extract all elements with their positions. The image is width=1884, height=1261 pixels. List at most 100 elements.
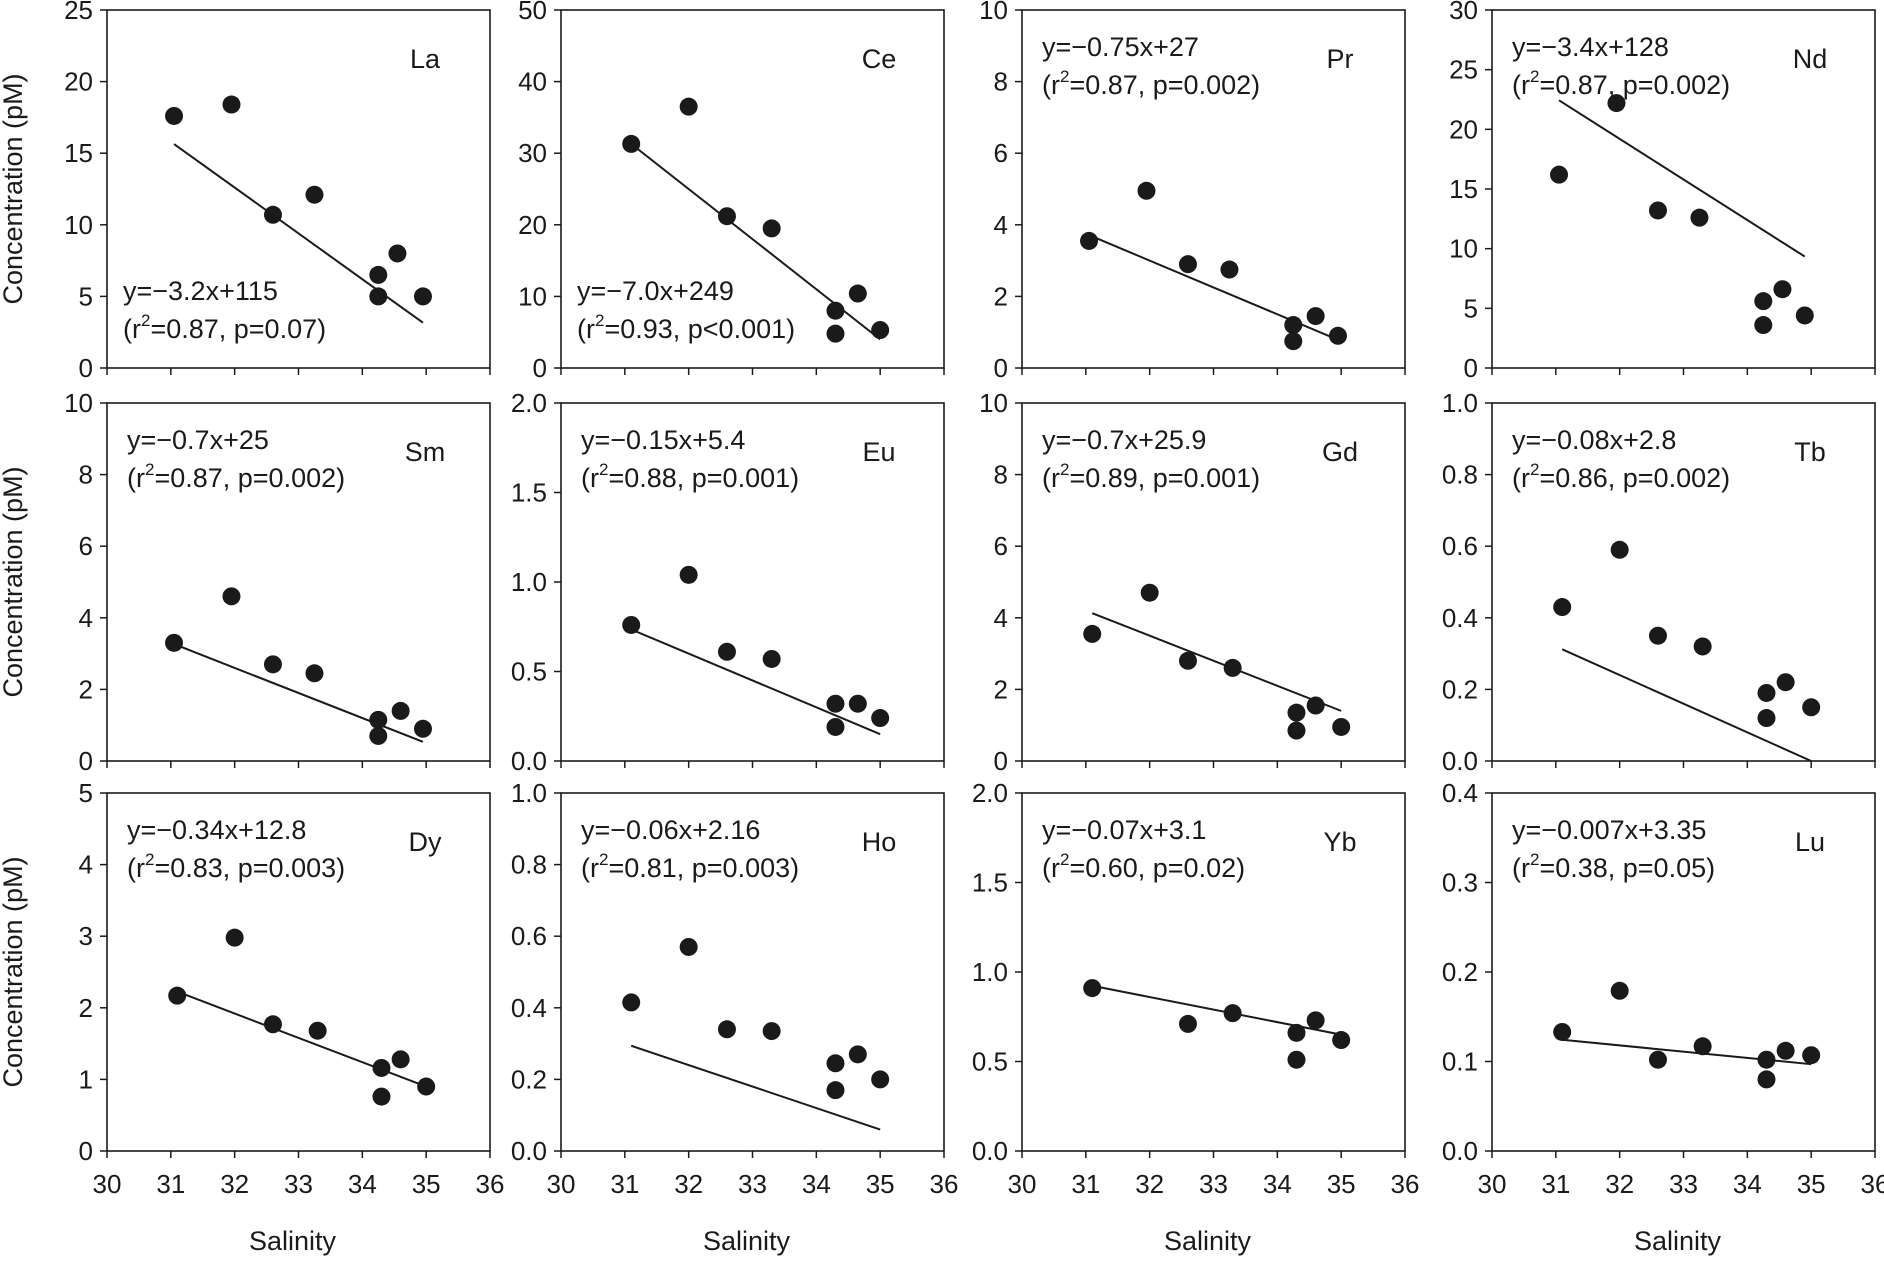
- data-point-sm: [369, 710, 388, 729]
- regression-line-tb: [1561, 648, 1812, 762]
- element-label: Eu: [862, 437, 895, 467]
- data-point-dy: [263, 1015, 282, 1034]
- stats-prefix: (r: [1042, 463, 1060, 493]
- y-tick-label: 1.5: [972, 868, 1008, 898]
- y-tick-label: 0.0: [511, 746, 547, 776]
- regression-equation: y=−3.2x+115: [123, 276, 278, 306]
- data-point-lu: [1776, 1041, 1795, 1060]
- regression-stats: (r2=0.83, p=0.003): [127, 850, 345, 883]
- data-point-ho: [871, 1070, 890, 1089]
- y-tick-label: 4: [994, 603, 1008, 633]
- regression-stats: (r2=0.88, p=0.001): [581, 460, 799, 493]
- element-label: La: [410, 44, 441, 74]
- data-point-lu: [1802, 1046, 1821, 1065]
- panel-eu: 0.0 0.5 1.0 1.5 2.0 Eu y=−0.15x+5.4 (r2=0.88, p…: [511, 388, 945, 776]
- x-tick-label: 35: [1327, 1169, 1356, 1199]
- x-tick-label: 30: [1478, 1169, 1507, 1199]
- x-tick-label: 31: [1071, 1169, 1100, 1199]
- y-tick-label: 0.2: [1442, 674, 1478, 704]
- x-axis-title: Salinity: [1634, 1226, 1722, 1256]
- data-point-pr: [1178, 255, 1197, 274]
- stats-suffix: =0.38, p=0.05): [1539, 853, 1715, 883]
- data-point-eu: [848, 694, 867, 713]
- y-tick-label: 8: [79, 460, 93, 490]
- data-point-ho: [679, 937, 698, 956]
- data-point-yb: [1287, 1050, 1306, 1069]
- data-point-tb: [1693, 637, 1712, 656]
- stats-prefix: (r: [1042, 70, 1060, 100]
- stats-suffix: =0.93, p<0.001): [604, 314, 795, 344]
- stats-suffix: =0.86, p=0.002): [1539, 463, 1730, 493]
- data-point-sm: [391, 701, 410, 720]
- x-tick-label: 31: [1541, 1169, 1570, 1199]
- y-tick-label: 0: [994, 746, 1008, 776]
- y-axis-title: Concentration (pM): [0, 466, 28, 697]
- y-tick-label: 0.6: [511, 921, 547, 951]
- panel-tb: 0.0 0.2 0.4 0.6 0.8 1.0 Tb y=−0.08x+2.8 (r2=0.86…: [1442, 388, 1876, 776]
- y-tick-label: 5: [79, 281, 93, 311]
- x-tick-label: 35: [1797, 1169, 1826, 1199]
- x-tick-label: 35: [866, 1169, 895, 1199]
- x-tick-label: 34: [348, 1169, 377, 1199]
- element-label: Pr: [1327, 44, 1354, 74]
- panel-ho: 0.0 0.2 0.4 0.6 0.8 1.0 30 31 32 33 34 35 36 Salinity…: [511, 778, 959, 1256]
- y-tick-label: 25: [64, 0, 93, 25]
- data-point-la: [263, 205, 282, 224]
- y-tick-label: 0.4: [1442, 603, 1478, 633]
- element-label: Ce: [862, 44, 897, 74]
- data-point-ce: [679, 97, 698, 116]
- regression-equation: y=−0.15x+5.4: [581, 425, 745, 455]
- x-tick-label: 36: [1861, 1169, 1884, 1199]
- data-point-gd: [1178, 651, 1197, 670]
- y-tick-label: 0: [79, 746, 93, 776]
- data-point-pr: [1137, 181, 1156, 200]
- data-point-nd: [1795, 306, 1814, 325]
- regression-stats: (r2=0.87, p=0.07): [123, 311, 326, 344]
- y-tick-label: 1.0: [511, 778, 547, 808]
- regression-line-sm: [173, 643, 424, 743]
- regression-stats: (r2=0.81, p=0.003): [581, 850, 799, 883]
- x-axis-title: Salinity: [249, 1226, 337, 1256]
- data-point-pr: [1220, 260, 1239, 279]
- data-point-gd: [1306, 696, 1325, 715]
- element-label: Ho: [862, 827, 897, 857]
- x-tick-label: 30: [93, 1169, 122, 1199]
- y-tick-label: 10: [64, 388, 93, 418]
- stats-prefix: (r: [1512, 70, 1530, 100]
- data-point-pr: [1328, 326, 1347, 345]
- stats-prefix: (r: [127, 463, 145, 493]
- data-point-eu: [826, 694, 845, 713]
- regression-stats: (r2=0.93, p<0.001): [577, 311, 795, 344]
- data-point-nd: [1550, 165, 1569, 184]
- x-tick-label: 32: [1605, 1169, 1634, 1199]
- superscript-2: 2: [595, 311, 604, 330]
- data-point-la: [388, 244, 407, 263]
- y-tick-label: 25: [1449, 55, 1478, 85]
- y-tick-label: 10: [518, 281, 547, 311]
- data-point-ce: [871, 321, 890, 340]
- stats-suffix: =0.83, p=0.003): [154, 853, 345, 883]
- x-tick-label: 33: [738, 1169, 767, 1199]
- y-tick-label: 5: [79, 778, 93, 808]
- data-point-ho: [622, 993, 641, 1012]
- y-tick-label: 2: [994, 674, 1008, 704]
- x-tick-label: 34: [1733, 1169, 1762, 1199]
- y-tick-label: 0.8: [511, 850, 547, 880]
- y-tick-label: 2: [79, 993, 93, 1023]
- y-tick-label: 0: [79, 353, 93, 383]
- data-point-tb: [1776, 673, 1795, 692]
- regression-line-eu: [630, 628, 881, 736]
- data-point-ho: [717, 1020, 736, 1039]
- data-point-pr: [1284, 332, 1303, 351]
- regression-equation: y=−0.75x+27: [1042, 32, 1199, 62]
- x-tick-label: 30: [547, 1169, 576, 1199]
- y-tick-label: 20: [518, 210, 547, 240]
- data-point-eu: [871, 709, 890, 728]
- regression-equation: y=−0.07x+3.1: [1042, 815, 1206, 845]
- data-point-eu: [717, 642, 736, 661]
- data-point-pr: [1080, 231, 1099, 250]
- y-tick-label: 2.0: [511, 388, 547, 418]
- y-tick-label: 0.0: [511, 1136, 547, 1166]
